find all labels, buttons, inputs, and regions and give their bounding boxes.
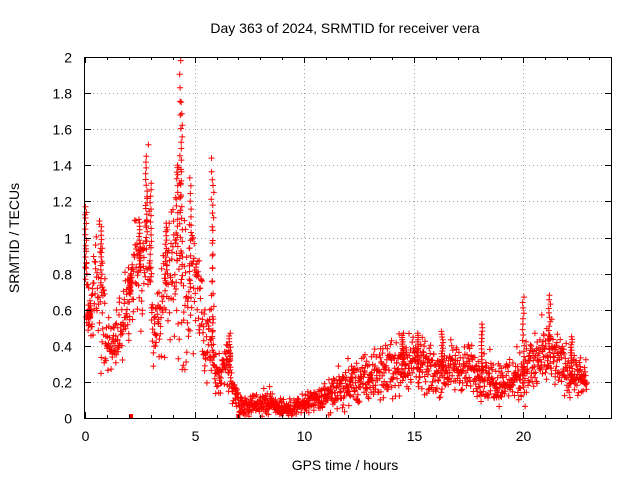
scatter-points bbox=[82, 57, 590, 420]
x-tick-label: 15 bbox=[407, 428, 423, 444]
y-tick-label: 0.6 bbox=[53, 303, 73, 319]
x-tick-label: 0 bbox=[82, 428, 90, 444]
y-tick-label: 1.4 bbox=[53, 158, 73, 174]
y-tick-label: 1.8 bbox=[53, 86, 73, 102]
y-tick-label: 0.4 bbox=[53, 339, 73, 355]
x-axis-label: GPS time / hours bbox=[292, 457, 399, 473]
x-tick-label: 10 bbox=[297, 428, 313, 444]
y-tick-label: 1 bbox=[64, 231, 72, 247]
data-points bbox=[82, 57, 590, 420]
y-tick-label: 1.6 bbox=[53, 122, 73, 138]
y-axis-label: SRMTID / TECUs bbox=[6, 183, 22, 293]
y-tick-label: 1.2 bbox=[53, 194, 73, 210]
y-tick-label: 2 bbox=[64, 50, 72, 66]
baseline-point bbox=[129, 414, 134, 418]
x-tick-label: 20 bbox=[516, 428, 532, 444]
y-tick-label: 0.8 bbox=[53, 267, 73, 283]
x-tick-label: 5 bbox=[192, 428, 200, 444]
y-tick-label: 0 bbox=[64, 411, 72, 427]
y-tick-label: 0.2 bbox=[53, 375, 73, 391]
grid-lines bbox=[85, 57, 611, 418]
axis-ticks: 00.20.40.60.811.21.41.61.820 5 10 15 20 bbox=[53, 50, 611, 444]
chart-title: Day 363 of 2024, SRMTID for receiver ver… bbox=[210, 20, 479, 36]
